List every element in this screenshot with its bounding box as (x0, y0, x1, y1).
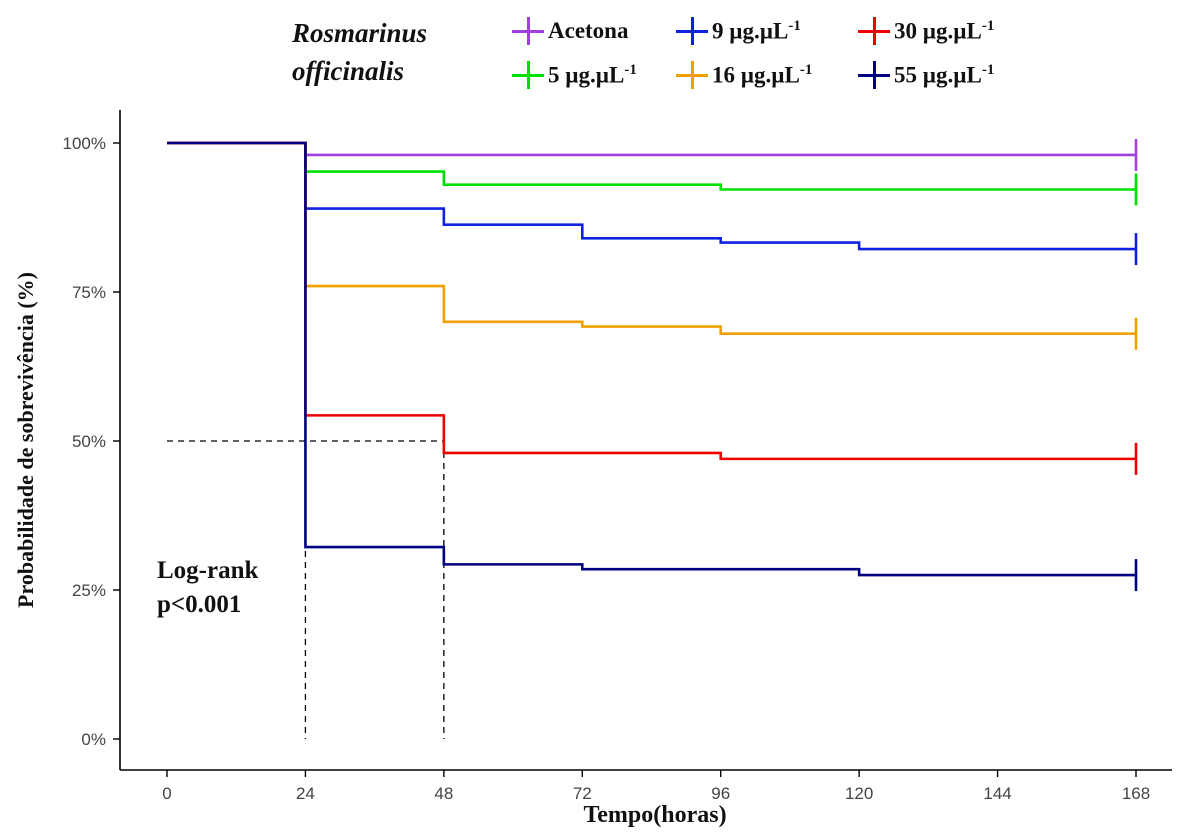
p-value-label: p<0.001 (157, 591, 241, 618)
legend-key-55-icon (858, 59, 890, 91)
x-tick-label: 120 (845, 784, 873, 803)
x-tick-label: 48 (434, 784, 453, 803)
axis-ticks: 0 24 48 72 96 120 144 168 0% 25% 50% 75% 100% (63, 134, 1151, 803)
x-tick-label: 72 (573, 784, 592, 803)
x-tick-label: 96 (711, 784, 730, 803)
legend-key-30-icon (858, 15, 890, 47)
legend-item-acetona: Acetona (512, 14, 628, 48)
y-tick-label: 25% (72, 581, 106, 600)
legend-item-9: 9 µg.µL-1 (676, 14, 801, 48)
legend-key-acetona-icon (512, 15, 544, 47)
survival-curves (167, 138, 1138, 592)
survival-curve-0 (167, 141, 1136, 157)
legend-item-30: 30 µg.µL-1 (858, 14, 994, 48)
legend-item-55: 55 µg.µL-1 (858, 58, 994, 92)
x-tick-label: 144 (983, 784, 1011, 803)
legend-label-55: 55 µg.µL-1 (894, 61, 995, 88)
x-tick-label: 168 (1122, 784, 1150, 803)
legend-label-30: 30 µg.µL-1 (894, 17, 995, 44)
x-tick-label: 0 (162, 784, 171, 803)
legend-item-5: 5 µg.µL-1 (512, 58, 637, 92)
axes (119, 110, 1172, 771)
legend-key-5-icon (512, 59, 544, 91)
y-tick-label: 50% (72, 432, 106, 451)
legend-title-line1: Rosmarinus (292, 18, 428, 48)
survival-curve-5 (167, 141, 1136, 577)
y-tick-label: 100% (63, 134, 106, 153)
legend-title: Rosmarinus officinalis (292, 14, 492, 90)
legend-item-16: 16 µg.µL-1 (676, 58, 812, 92)
x-axis-title: Tempo(horas) (583, 802, 726, 828)
survival-curve-1 (167, 141, 1136, 191)
legend-label-9: 9 µg.µL-1 (712, 17, 801, 44)
y-axis-title: Probabilidade de sobrevivência (%) (13, 272, 38, 608)
y-tick-label: 0% (81, 730, 106, 749)
legend-key-9-icon (676, 15, 708, 47)
legend-key-16-icon (676, 59, 708, 91)
x-tick-label: 24 (296, 784, 315, 803)
legend-title-line2: officinalis (292, 56, 405, 86)
legend-label-16: 16 µg.µL-1 (712, 61, 813, 88)
y-tick-label: 75% (72, 283, 106, 302)
log-rank-label: Log-rank (157, 557, 259, 584)
legend-label-5: 5 µg.µL-1 (548, 61, 637, 88)
survival-curve-2 (167, 141, 1136, 251)
legend-label-acetona: Acetona (548, 18, 629, 43)
